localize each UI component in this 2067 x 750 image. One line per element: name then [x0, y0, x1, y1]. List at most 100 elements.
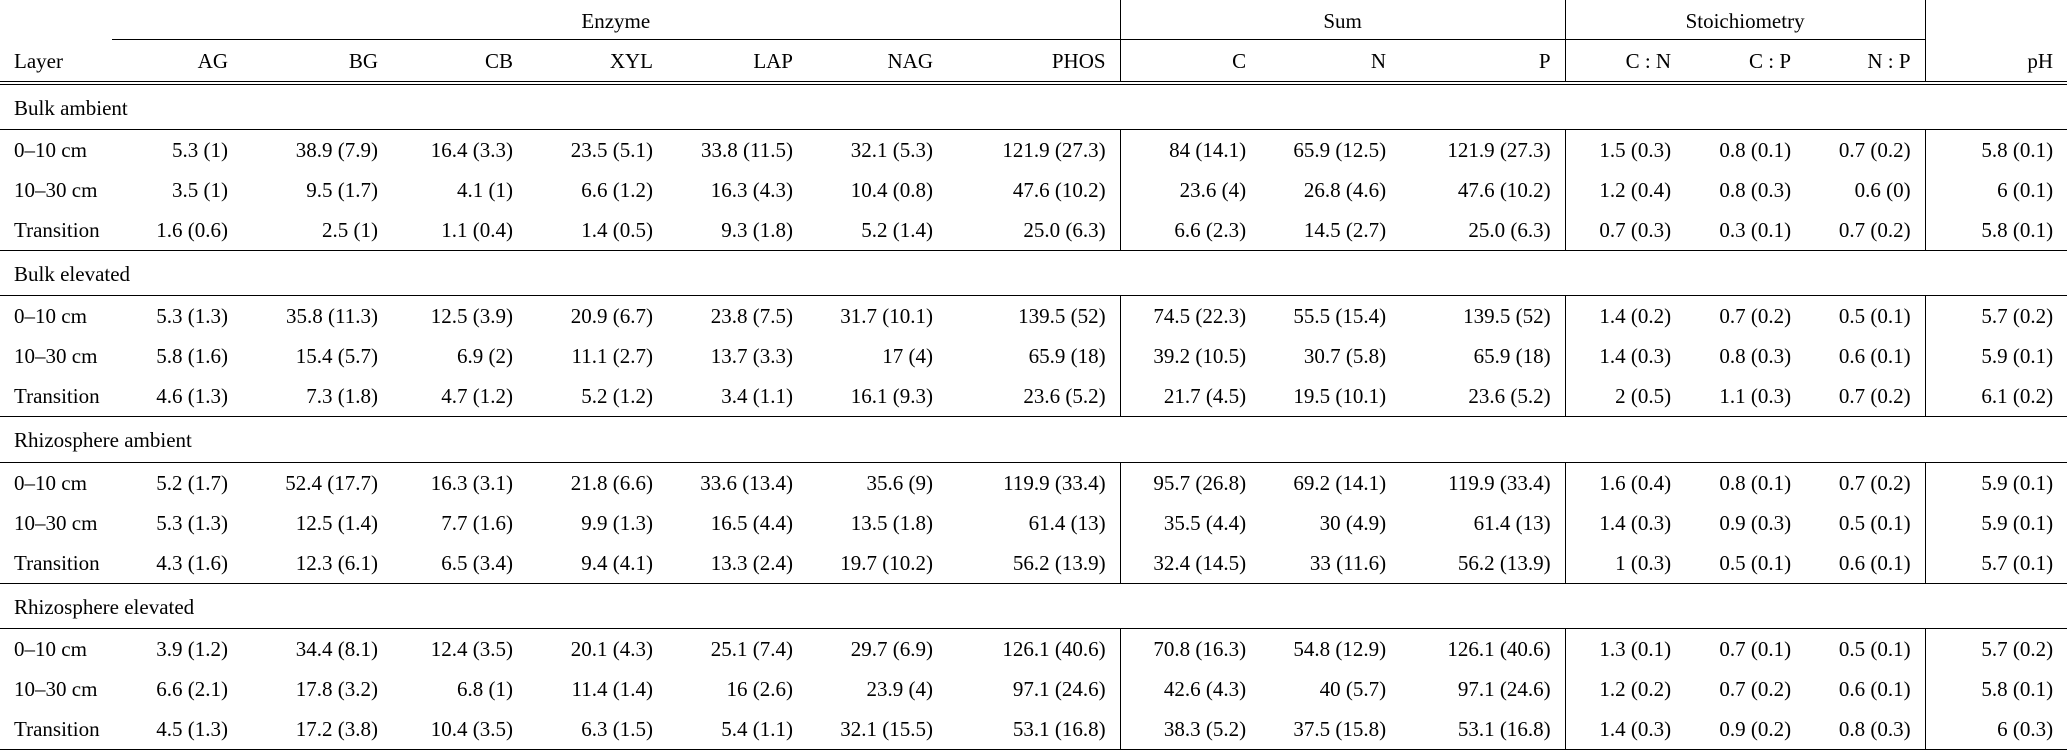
value-cell: 5.8 (1.6)	[156, 344, 228, 369]
value-cell: 13.3 (2.4)	[710, 550, 793, 575]
value-cell: 55.5 (15.4)	[1293, 304, 1387, 329]
column-header-row: Layer AG BG CB XYL LAP NAG PHOS C N P C …	[0, 39, 2067, 86]
value-cell: 20.9 (6.7)	[570, 304, 653, 329]
table-row: Transition 4.3 (1.6) 12.3 (6.1) 6.5 (3.4) 9.…	[0, 542, 2067, 584]
value-cell: 6.9 (2)	[457, 344, 513, 369]
value-cell: 84 (14.1)	[1169, 138, 1247, 163]
value-cell: 0.9 (0.2)	[1685, 708, 1806, 750]
value-cell: 6.6 (1.2)	[581, 178, 653, 203]
value-cell: 61.4 (13)	[947, 502, 1121, 543]
value-cell: 16.5 (4.4)	[710, 510, 793, 535]
section-row: Rhizosphere ambient	[0, 416, 2067, 463]
value-cell: 7.3 (1.8)	[306, 384, 378, 409]
section-row: Rhizosphere elevated	[0, 582, 2067, 629]
value-cell: 0.8 (0.3)	[1805, 708, 1926, 750]
value-cell: 1.4 (0.3)	[1599, 344, 1672, 369]
group-header-spacer-ph	[1925, 0, 2067, 40]
layer-cell: 10–30 cm	[14, 510, 98, 535]
value-cell: 1.1 (0.3)	[1719, 384, 1792, 409]
value-cell: 0.5 (0.1)	[1805, 628, 1926, 669]
group-header-stoichiometry: Stoichiometry	[1565, 0, 1926, 41]
value-cell: 69.2 (14.1)	[1293, 470, 1387, 495]
value-cell: 3.5 (1)	[172, 178, 228, 203]
value-cell: 0.8 (0.1)	[1719, 138, 1792, 163]
value-cell: 40 (5.7)	[1319, 676, 1387, 701]
value-cell: 139.5 (52)	[947, 295, 1121, 337]
value-cell: 119.9 (33.4)	[1400, 462, 1566, 503]
layer-cell: Transition	[14, 384, 100, 409]
value-cell: 0.5 (0.1)	[1805, 295, 1926, 337]
value-cell: 31.7 (10.1)	[840, 304, 933, 329]
table-row: Transition 4.5 (1.3) 17.2 (3.8) 10.4 (3.5) 6…	[0, 708, 2067, 750]
value-cell: 53.1 (16.8)	[1400, 708, 1566, 750]
value-cell: 5.2 (1.2)	[581, 384, 653, 409]
value-cell: 6.8 (1)	[457, 676, 513, 701]
value-cell: 70.8 (16.3)	[1153, 636, 1247, 661]
layer-cell: 0–10 cm	[14, 636, 87, 661]
value-cell: 11.4 (1.4)	[571, 676, 653, 701]
value-cell: 0.7 (0.3)	[1599, 218, 1672, 243]
value-cell: 0.6 (0.1)	[1805, 542, 1926, 584]
value-cell: 10.4 (3.5)	[392, 708, 527, 750]
value-cell: 5.8 (0.1)	[1981, 676, 2054, 701]
value-cell: 0.8 (0.3)	[1719, 344, 1792, 369]
value-cell: 65.9 (18)	[1400, 336, 1566, 377]
value-cell: 6 (0.1)	[1997, 178, 2054, 203]
value-cell: 0.6 (0)	[1805, 170, 1926, 211]
value-cell: 1.4 (0.5)	[581, 218, 653, 243]
group-header-row: Enzyme Sum Stoichiometry	[0, 0, 2067, 41]
layer-cell: 0–10 cm	[14, 470, 87, 495]
value-cell: 30.7 (5.8)	[1303, 344, 1387, 369]
value-cell: 0.3 (0.1)	[1719, 218, 1792, 243]
value-cell: 3.4 (1.1)	[721, 384, 793, 409]
value-cell: 16.3 (3.1)	[430, 470, 513, 495]
value-cell: 0.7 (0.2)	[1719, 304, 1792, 329]
value-cell: 5.3 (1)	[172, 138, 228, 163]
value-cell: 21.8 (6.6)	[570, 470, 653, 495]
value-cell: 23.6 (5.2)	[1400, 376, 1566, 417]
value-cell: 9.4 (4.1)	[581, 550, 653, 575]
value-cell: 35.8 (11.3)	[286, 304, 378, 329]
value-cell: 1.4 (0.3)	[1599, 510, 1672, 535]
value-cell: 1.6 (0.6)	[156, 218, 228, 243]
table-body: Bulk ambient 0–10 cm 5.3 (1) 38.9 (7.9) 16.4…	[0, 82, 2067, 750]
layer-cell: 10–30 cm	[14, 344, 98, 369]
value-cell: 23.6 (4)	[1179, 178, 1247, 203]
value-cell: 19.5 (10.1)	[1293, 384, 1387, 409]
col-header-p: P	[1400, 39, 1566, 86]
value-cell: 9.9 (1.3)	[581, 510, 653, 535]
value-cell: 26.8 (4.6)	[1303, 178, 1387, 203]
value-cell: 56.2 (13.9)	[947, 542, 1121, 584]
value-cell: 7.7 (1.6)	[441, 510, 513, 535]
value-cell: 15.4 (5.7)	[295, 344, 378, 369]
value-cell: 53.1 (16.8)	[947, 708, 1121, 750]
value-cell: 33 (11.6)	[1309, 550, 1387, 575]
value-cell: 121.9 (27.3)	[1400, 129, 1566, 171]
value-cell: 4.1 (1)	[457, 178, 513, 203]
value-cell: 42.6 (4.3)	[1163, 676, 1247, 701]
value-cell: 0.9 (0.3)	[1719, 510, 1792, 535]
table-row: 0–10 cm 5.3 (1) 38.9 (7.9) 16.4 (3.3) 23.5 (…	[0, 129, 2067, 171]
value-cell: 5.8 (0.1)	[1981, 138, 2054, 163]
value-cell: 3.9 (1.2)	[156, 636, 228, 661]
value-cell: 5.3 (1.3)	[156, 510, 228, 535]
value-cell: 32.1 (5.3)	[850, 138, 933, 163]
table-row: 0–10 cm 5.3 (1.3) 35.8 (11.3) 12.5 (3.9) 20.…	[0, 295, 2067, 337]
value-cell: 126.1 (40.6)	[947, 628, 1121, 669]
value-cell: 121.9 (27.3)	[947, 129, 1121, 171]
value-cell: 29.7 (6.9)	[850, 636, 933, 661]
section-title: Rhizosphere ambient	[0, 416, 2067, 463]
layer-cell: 0–10 cm	[14, 304, 87, 329]
value-cell: 1.4 (0.2)	[1599, 304, 1672, 329]
value-cell: 5.3 (1.3)	[156, 304, 228, 329]
value-cell: 5.7 (0.2)	[1981, 636, 2054, 661]
layer-cell: Transition	[14, 218, 100, 243]
value-cell: 17 (4)	[882, 344, 933, 369]
table-row: Transition 4.6 (1.3) 7.3 (1.8) 4.7 (1.2) 5.2…	[0, 376, 2067, 417]
value-cell: 39.2 (10.5)	[1153, 344, 1247, 369]
value-cell: 1 (0.3)	[1615, 550, 1672, 575]
layer-cell: Transition	[14, 550, 100, 575]
value-cell: 37.5 (15.8)	[1260, 708, 1401, 750]
value-cell: 4.3 (1.6)	[156, 550, 228, 575]
